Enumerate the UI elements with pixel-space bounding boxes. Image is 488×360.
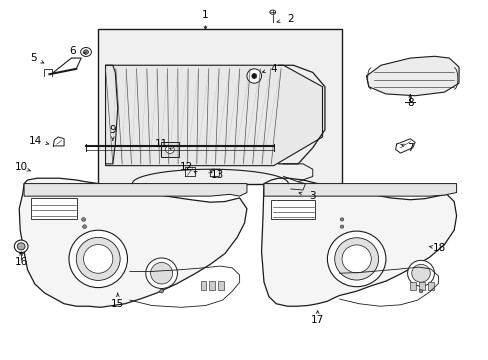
Ellipse shape: [407, 260, 433, 286]
Ellipse shape: [269, 10, 275, 14]
Bar: [418, 282, 424, 291]
Ellipse shape: [69, 230, 127, 288]
Polygon shape: [264, 184, 456, 196]
Ellipse shape: [418, 289, 422, 293]
Bar: [218, 281, 224, 290]
Polygon shape: [105, 65, 322, 166]
Text: 5: 5: [30, 53, 37, 63]
Bar: [160, 142, 179, 157]
Ellipse shape: [81, 218, 85, 221]
Bar: [98, 30, 341, 184]
Ellipse shape: [334, 238, 378, 280]
Text: 1: 1: [202, 10, 208, 20]
Ellipse shape: [340, 225, 343, 228]
Polygon shape: [366, 56, 458, 96]
Text: 12: 12: [179, 162, 192, 172]
Text: 6: 6: [69, 46, 76, 56]
Bar: [427, 282, 433, 291]
Ellipse shape: [145, 258, 177, 288]
Ellipse shape: [327, 231, 385, 287]
Text: 15: 15: [111, 299, 124, 309]
Ellipse shape: [246, 69, 261, 83]
Text: 10: 10: [15, 162, 28, 172]
Ellipse shape: [159, 289, 163, 293]
Bar: [271, 200, 315, 220]
Ellipse shape: [17, 243, 25, 250]
Text: 4: 4: [270, 64, 277, 74]
Ellipse shape: [83, 50, 88, 54]
Bar: [31, 198, 77, 220]
Text: 2: 2: [287, 14, 294, 24]
Bar: [409, 282, 415, 291]
Ellipse shape: [83, 244, 113, 273]
Text: 7: 7: [406, 143, 413, 153]
Ellipse shape: [165, 145, 174, 153]
Ellipse shape: [81, 48, 91, 57]
Text: 17: 17: [310, 315, 324, 325]
Polygon shape: [24, 184, 246, 196]
Ellipse shape: [341, 245, 370, 273]
Ellipse shape: [150, 262, 172, 284]
Text: 18: 18: [432, 243, 445, 253]
Bar: [200, 281, 206, 290]
Ellipse shape: [14, 240, 28, 253]
Polygon shape: [261, 178, 456, 306]
Polygon shape: [19, 178, 246, 307]
Bar: [209, 281, 215, 290]
Text: 13: 13: [211, 170, 224, 180]
Text: 11: 11: [155, 139, 168, 149]
Text: 9: 9: [109, 125, 116, 135]
Ellipse shape: [76, 237, 120, 280]
Text: 16: 16: [15, 257, 28, 267]
Ellipse shape: [82, 225, 86, 228]
Ellipse shape: [251, 73, 256, 78]
Text: 14: 14: [29, 136, 42, 145]
Text: 3: 3: [309, 191, 315, 201]
Text: 8: 8: [406, 98, 413, 108]
Ellipse shape: [340, 218, 343, 221]
Ellipse shape: [411, 264, 429, 282]
